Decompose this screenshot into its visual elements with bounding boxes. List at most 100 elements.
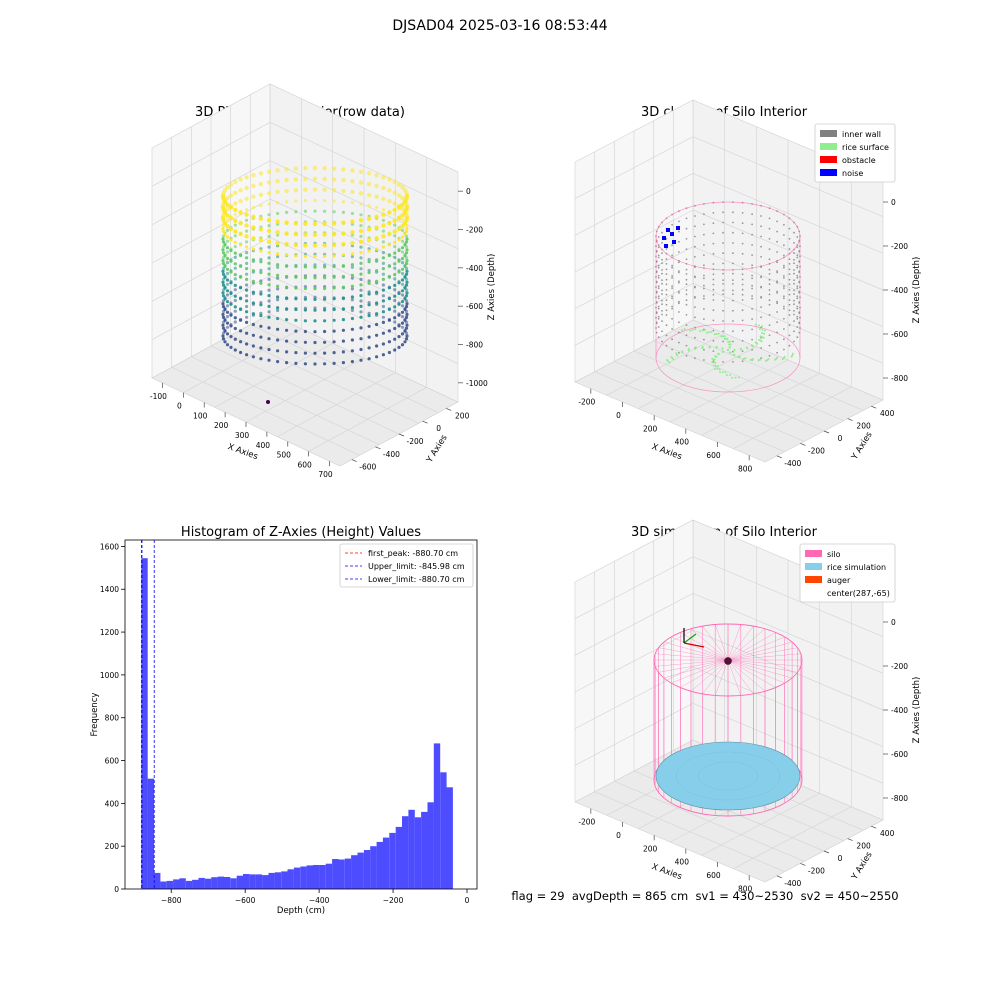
point-cloud-point bbox=[259, 292, 263, 296]
rice-surface-point bbox=[729, 346, 732, 349]
point-cloud-point bbox=[400, 267, 405, 271]
grid-line bbox=[269, 122, 459, 211]
inner-wall-point bbox=[741, 360, 744, 363]
silo-wire bbox=[727, 641, 793, 661]
point-cloud-point bbox=[359, 294, 363, 298]
point-cloud-point bbox=[259, 301, 263, 305]
center-marker bbox=[724, 657, 732, 665]
silo-wire bbox=[727, 647, 798, 661]
point-cloud-point bbox=[239, 340, 243, 344]
y-tick-label: 400 bbox=[880, 829, 895, 838]
inner-wall-point bbox=[722, 361, 724, 363]
point-cloud-point bbox=[228, 182, 234, 187]
point-cloud-point bbox=[331, 242, 337, 248]
point-cloud-point bbox=[400, 235, 405, 239]
point-cloud-point bbox=[276, 327, 280, 331]
x-tick-label: 800 bbox=[738, 464, 753, 473]
point-cloud-point bbox=[341, 307, 345, 311]
inner-wall-point bbox=[671, 305, 673, 308]
point-cloud-point bbox=[267, 261, 271, 265]
inner-wall-point bbox=[657, 315, 660, 318]
histogram-bar bbox=[395, 826, 403, 889]
point-cloud-point bbox=[375, 301, 379, 305]
point-cloud-point bbox=[359, 213, 363, 217]
point-cloud-point bbox=[267, 272, 271, 276]
histogram-bar bbox=[281, 871, 288, 889]
x-tick-label: 200 bbox=[643, 844, 658, 853]
legend-box bbox=[814, 123, 896, 183]
inner-wall-point bbox=[657, 307, 660, 310]
point-cloud-point bbox=[375, 279, 379, 283]
inner-wall-point bbox=[703, 233, 705, 236]
inner-wall-point bbox=[703, 348, 705, 351]
inner-wall-point bbox=[751, 277, 753, 280]
silo-wire bbox=[671, 636, 729, 661]
point-cloud-point bbox=[350, 298, 354, 302]
grid-line bbox=[692, 556, 884, 637]
inner-wall-point bbox=[776, 220, 778, 223]
rice-surface-point bbox=[710, 330, 713, 333]
point-cloud-point bbox=[294, 361, 298, 365]
silo-wire bbox=[658, 647, 729, 661]
point-cloud-point bbox=[276, 284, 280, 288]
inner-wall-point bbox=[685, 303, 688, 306]
rice-surface-point bbox=[737, 356, 740, 359]
inner-wall-point bbox=[722, 221, 724, 224]
point-cloud-point bbox=[303, 308, 307, 312]
point-cloud-point bbox=[393, 305, 397, 309]
inner-wall-point bbox=[712, 273, 715, 276]
inner-wall-point bbox=[685, 334, 688, 337]
point-cloud-point bbox=[393, 316, 397, 320]
point-cloud-point bbox=[294, 329, 298, 333]
rice-surface-point bbox=[701, 329, 704, 332]
point-cloud-point bbox=[312, 232, 318, 237]
point-cloud-point bbox=[375, 290, 379, 294]
point-cloud-point bbox=[404, 229, 409, 233]
point-cloud-point bbox=[405, 334, 409, 338]
silo-wire bbox=[727, 636, 785, 661]
inner-wall-point bbox=[661, 282, 663, 285]
y-tick-mark bbox=[847, 418, 853, 421]
inner-wall-point bbox=[788, 227, 791, 230]
point-cloud-point bbox=[393, 266, 397, 270]
silo-wire bbox=[727, 626, 754, 661]
figure-title: DJSAD04 2025-03-16 08:53:44 bbox=[392, 18, 608, 34]
point-cloud-point bbox=[303, 166, 308, 171]
point-cloud-point bbox=[403, 340, 407, 344]
inner-wall-point bbox=[732, 309, 734, 312]
histogram-bar bbox=[446, 787, 453, 889]
point-cloud-point bbox=[350, 201, 354, 205]
silo-wire bbox=[671, 659, 729, 684]
inner-wall-point bbox=[732, 272, 734, 275]
histogram-bar bbox=[249, 874, 256, 889]
point-cloud-point bbox=[293, 242, 299, 248]
point-cloud-point bbox=[225, 271, 230, 276]
point-cloud-point bbox=[221, 237, 225, 241]
inner-wall-point bbox=[776, 240, 778, 243]
point-cloud-point bbox=[400, 256, 405, 261]
point-cloud-point bbox=[221, 240, 226, 244]
point-cloud-point bbox=[403, 232, 407, 236]
inner-wall-point bbox=[796, 266, 799, 269]
point-cloud-point bbox=[387, 286, 391, 290]
point-cloud-point bbox=[259, 249, 263, 253]
y-tick-label: -200 bbox=[406, 437, 423, 446]
point-cloud-point bbox=[223, 329, 227, 333]
point-cloud-point bbox=[332, 275, 336, 279]
point-cloud-point bbox=[322, 243, 327, 248]
point-cloud-point bbox=[275, 219, 280, 224]
point-cloud-point bbox=[225, 224, 230, 229]
inner-wall-point bbox=[665, 273, 668, 275]
point-cloud-point bbox=[229, 248, 233, 253]
point-cloud-point bbox=[359, 277, 363, 281]
rice-surface-point bbox=[675, 352, 678, 355]
point-cloud-point bbox=[245, 299, 249, 303]
inner-wall-point bbox=[685, 273, 688, 275]
rice-surface-point bbox=[701, 345, 704, 348]
point-cloud-point bbox=[341, 242, 346, 247]
inner-wall-point bbox=[788, 303, 791, 306]
point-cloud-point bbox=[393, 337, 397, 341]
point-cloud-point bbox=[294, 199, 298, 203]
point-cloud-point bbox=[387, 177, 392, 182]
point-cloud-point bbox=[313, 308, 317, 312]
